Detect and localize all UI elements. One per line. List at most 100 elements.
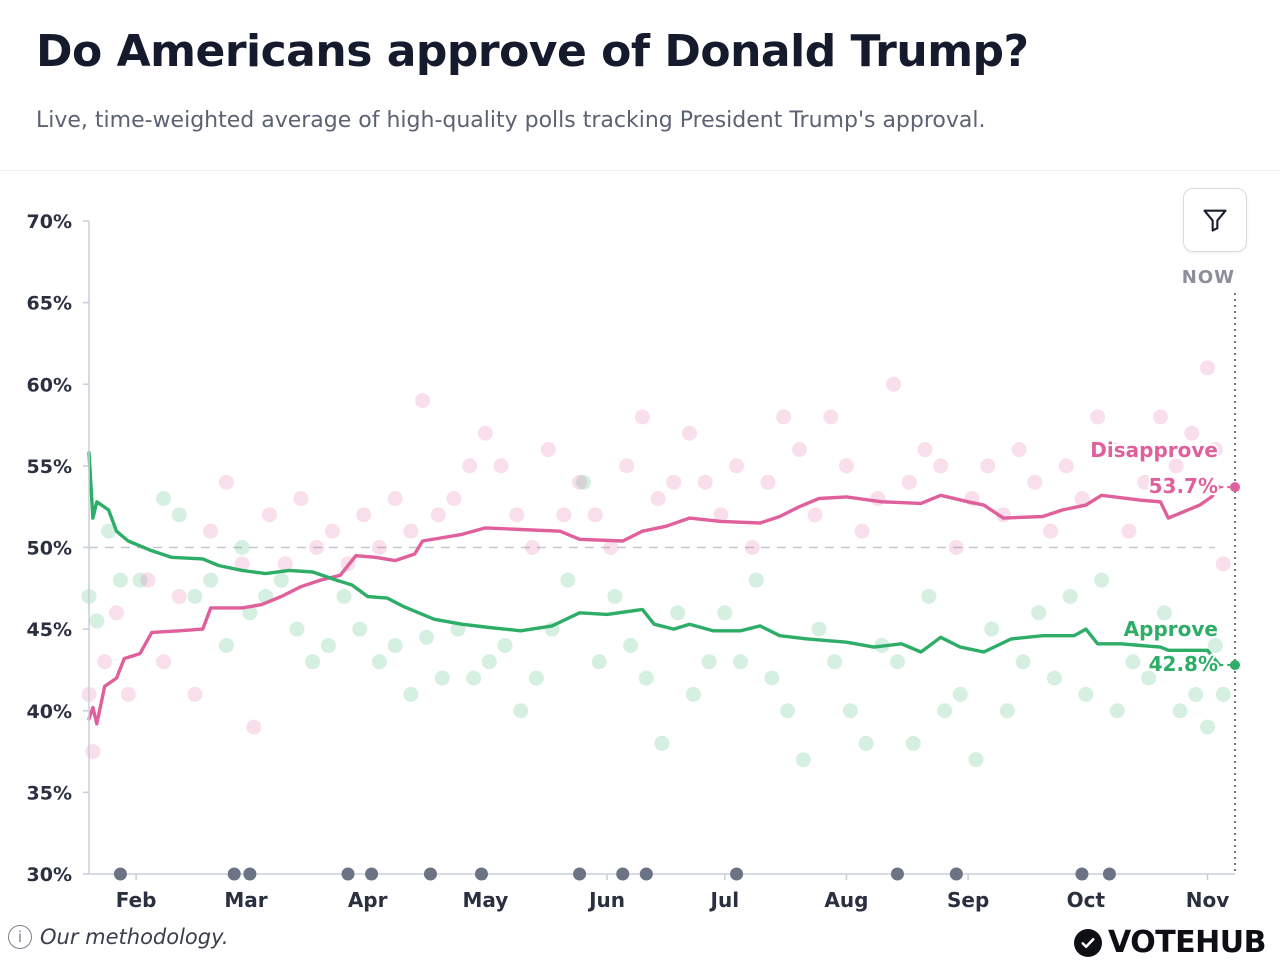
disapprove-poll-dot [838, 458, 854, 474]
disapprove-poll-dot [634, 409, 650, 425]
approve-poll-dot [937, 703, 953, 719]
x-tick-label: Feb [116, 888, 157, 912]
disapprove-poll-dot [1058, 458, 1074, 474]
logo-text: VOTEHUB [1108, 925, 1266, 960]
disapprove-poll-dot [713, 507, 729, 523]
trend-lines [87, 451, 1221, 726]
approve-poll-dot [1046, 670, 1062, 686]
approve-poll-dot [1141, 670, 1157, 686]
disapprove-poll-dot [509, 507, 525, 523]
approve-poll-dot [858, 735, 874, 751]
approve-poll-dot [352, 621, 368, 637]
approve-poll-dot [560, 572, 576, 588]
x-tick-label: Mar [224, 888, 267, 912]
disapprove-poll-dot [948, 540, 964, 555]
filter-button[interactable] [1183, 188, 1247, 252]
approve-poll-dot [1125, 654, 1141, 670]
x-tick-label: Oct [1067, 888, 1106, 912]
approve-poll-dot [1156, 605, 1172, 621]
now-label: NOW [1182, 267, 1235, 288]
approve-poll-dot [336, 588, 352, 604]
disapprove-poll-dot [462, 458, 478, 474]
disapprove-poll-dot [493, 458, 509, 474]
disapprove-poll-dot [477, 425, 493, 441]
approve-end-dot [1230, 660, 1240, 671]
x-tick-label: May [462, 888, 508, 912]
disapprove-poll-dot [324, 523, 340, 539]
y-tick-label: 65% [27, 293, 72, 315]
poll-dots [81, 360, 1231, 768]
disapprove-poll-dot [156, 654, 172, 670]
approve-poll-dot [842, 703, 858, 719]
disapprove-poll-dot [524, 540, 540, 555]
disapprove-poll-dot [697, 474, 713, 490]
disapprove-poll-dot [403, 523, 419, 539]
y-tick-label: 35% [27, 782, 72, 804]
disapprove-poll-dot [681, 425, 697, 441]
y-tick-label: 50% [27, 538, 72, 560]
disapprove-poll-dot [293, 491, 309, 507]
event-marker [1075, 867, 1089, 881]
approve-poll-dot [685, 686, 701, 702]
disapprove-poll-dot [572, 474, 588, 490]
approve-poll-dot [748, 572, 764, 588]
approve-poll-dot [1200, 719, 1216, 735]
disapprove-poll-dot [387, 491, 403, 507]
approve-poll-dot [717, 605, 733, 621]
approve-poll-dot [497, 637, 513, 653]
event-marker [113, 867, 127, 881]
y-tick-label: 45% [27, 619, 72, 641]
approve-poll-dot [670, 605, 686, 621]
disapprove-poll-dot [234, 556, 250, 572]
approve-poll-dot [466, 670, 482, 686]
disapprove-poll-dot [760, 474, 776, 490]
disapprove-poll-dot [1027, 474, 1043, 490]
approve-poll-dot [1207, 637, 1223, 653]
page-subtitle: Live, time-weighted average of high-qual… [36, 108, 986, 133]
x-tick-label: Aug [824, 888, 868, 912]
event-marker [890, 867, 904, 881]
approve-poll-dot [1172, 703, 1188, 719]
approve-poll-dot [591, 654, 607, 670]
y-tick-label: 30% [27, 864, 72, 886]
approve-poll-dot [952, 686, 968, 702]
approve-poll-dot [132, 572, 148, 588]
methodology-link[interactable]: i Our methodology. [8, 925, 229, 949]
y-tick-label: 55% [27, 456, 72, 478]
disapprove-poll-dot [97, 654, 113, 670]
y-tick-label: 40% [27, 701, 72, 723]
approve-poll-dot [1109, 703, 1125, 719]
approval-chart: NOW 30% 35% 40% 45% 50% 55% 60% 65% 70% Feb Mar Apr… [27, 211, 1240, 912]
disapprove-poll-dot [1011, 442, 1027, 458]
x-tick-label: Nov [1186, 888, 1230, 912]
event-marker [341, 867, 355, 881]
approve-poll-dot [780, 703, 796, 719]
x-tick-label: Apr [348, 888, 388, 912]
disapprove-poll-dot [854, 523, 870, 539]
approve-poll-dot [273, 572, 289, 588]
disapprove-poll-dot [587, 507, 603, 523]
approve-poll-dot [654, 735, 670, 751]
event-marker [1102, 867, 1116, 881]
disapprove-poll-dot [371, 540, 387, 555]
disapprove-poll-dot [540, 442, 556, 458]
approve-poll-dot [827, 654, 843, 670]
approve-poll-dot [387, 637, 403, 653]
y-tick-label: 60% [27, 374, 72, 396]
approve-poll-dot [242, 605, 258, 621]
event-marker [639, 867, 653, 881]
page-title: Do Americans approve of Donald Trump? [36, 26, 1029, 77]
approve-poll-dot [403, 686, 419, 702]
approve-poll-dot [1062, 588, 1078, 604]
approve-poll-dot [623, 637, 639, 653]
disapprove-poll-dot [1074, 491, 1090, 507]
approve-series-label: Approve [1124, 617, 1218, 641]
disapprove-poll-dot [277, 556, 293, 572]
approve-poll-dot [1015, 654, 1031, 670]
approve-poll-dot [1031, 605, 1047, 621]
approve-poll-dot [968, 752, 984, 768]
approve-poll-dot [1094, 572, 1110, 588]
chart-axes: 30% 35% 40% 45% 50% 55% 60% 65% 70% Feb Mar Apr May J… [27, 211, 1235, 912]
approve-poll-dot [371, 654, 387, 670]
disapprove-series-label: Disapprove [1090, 438, 1218, 462]
